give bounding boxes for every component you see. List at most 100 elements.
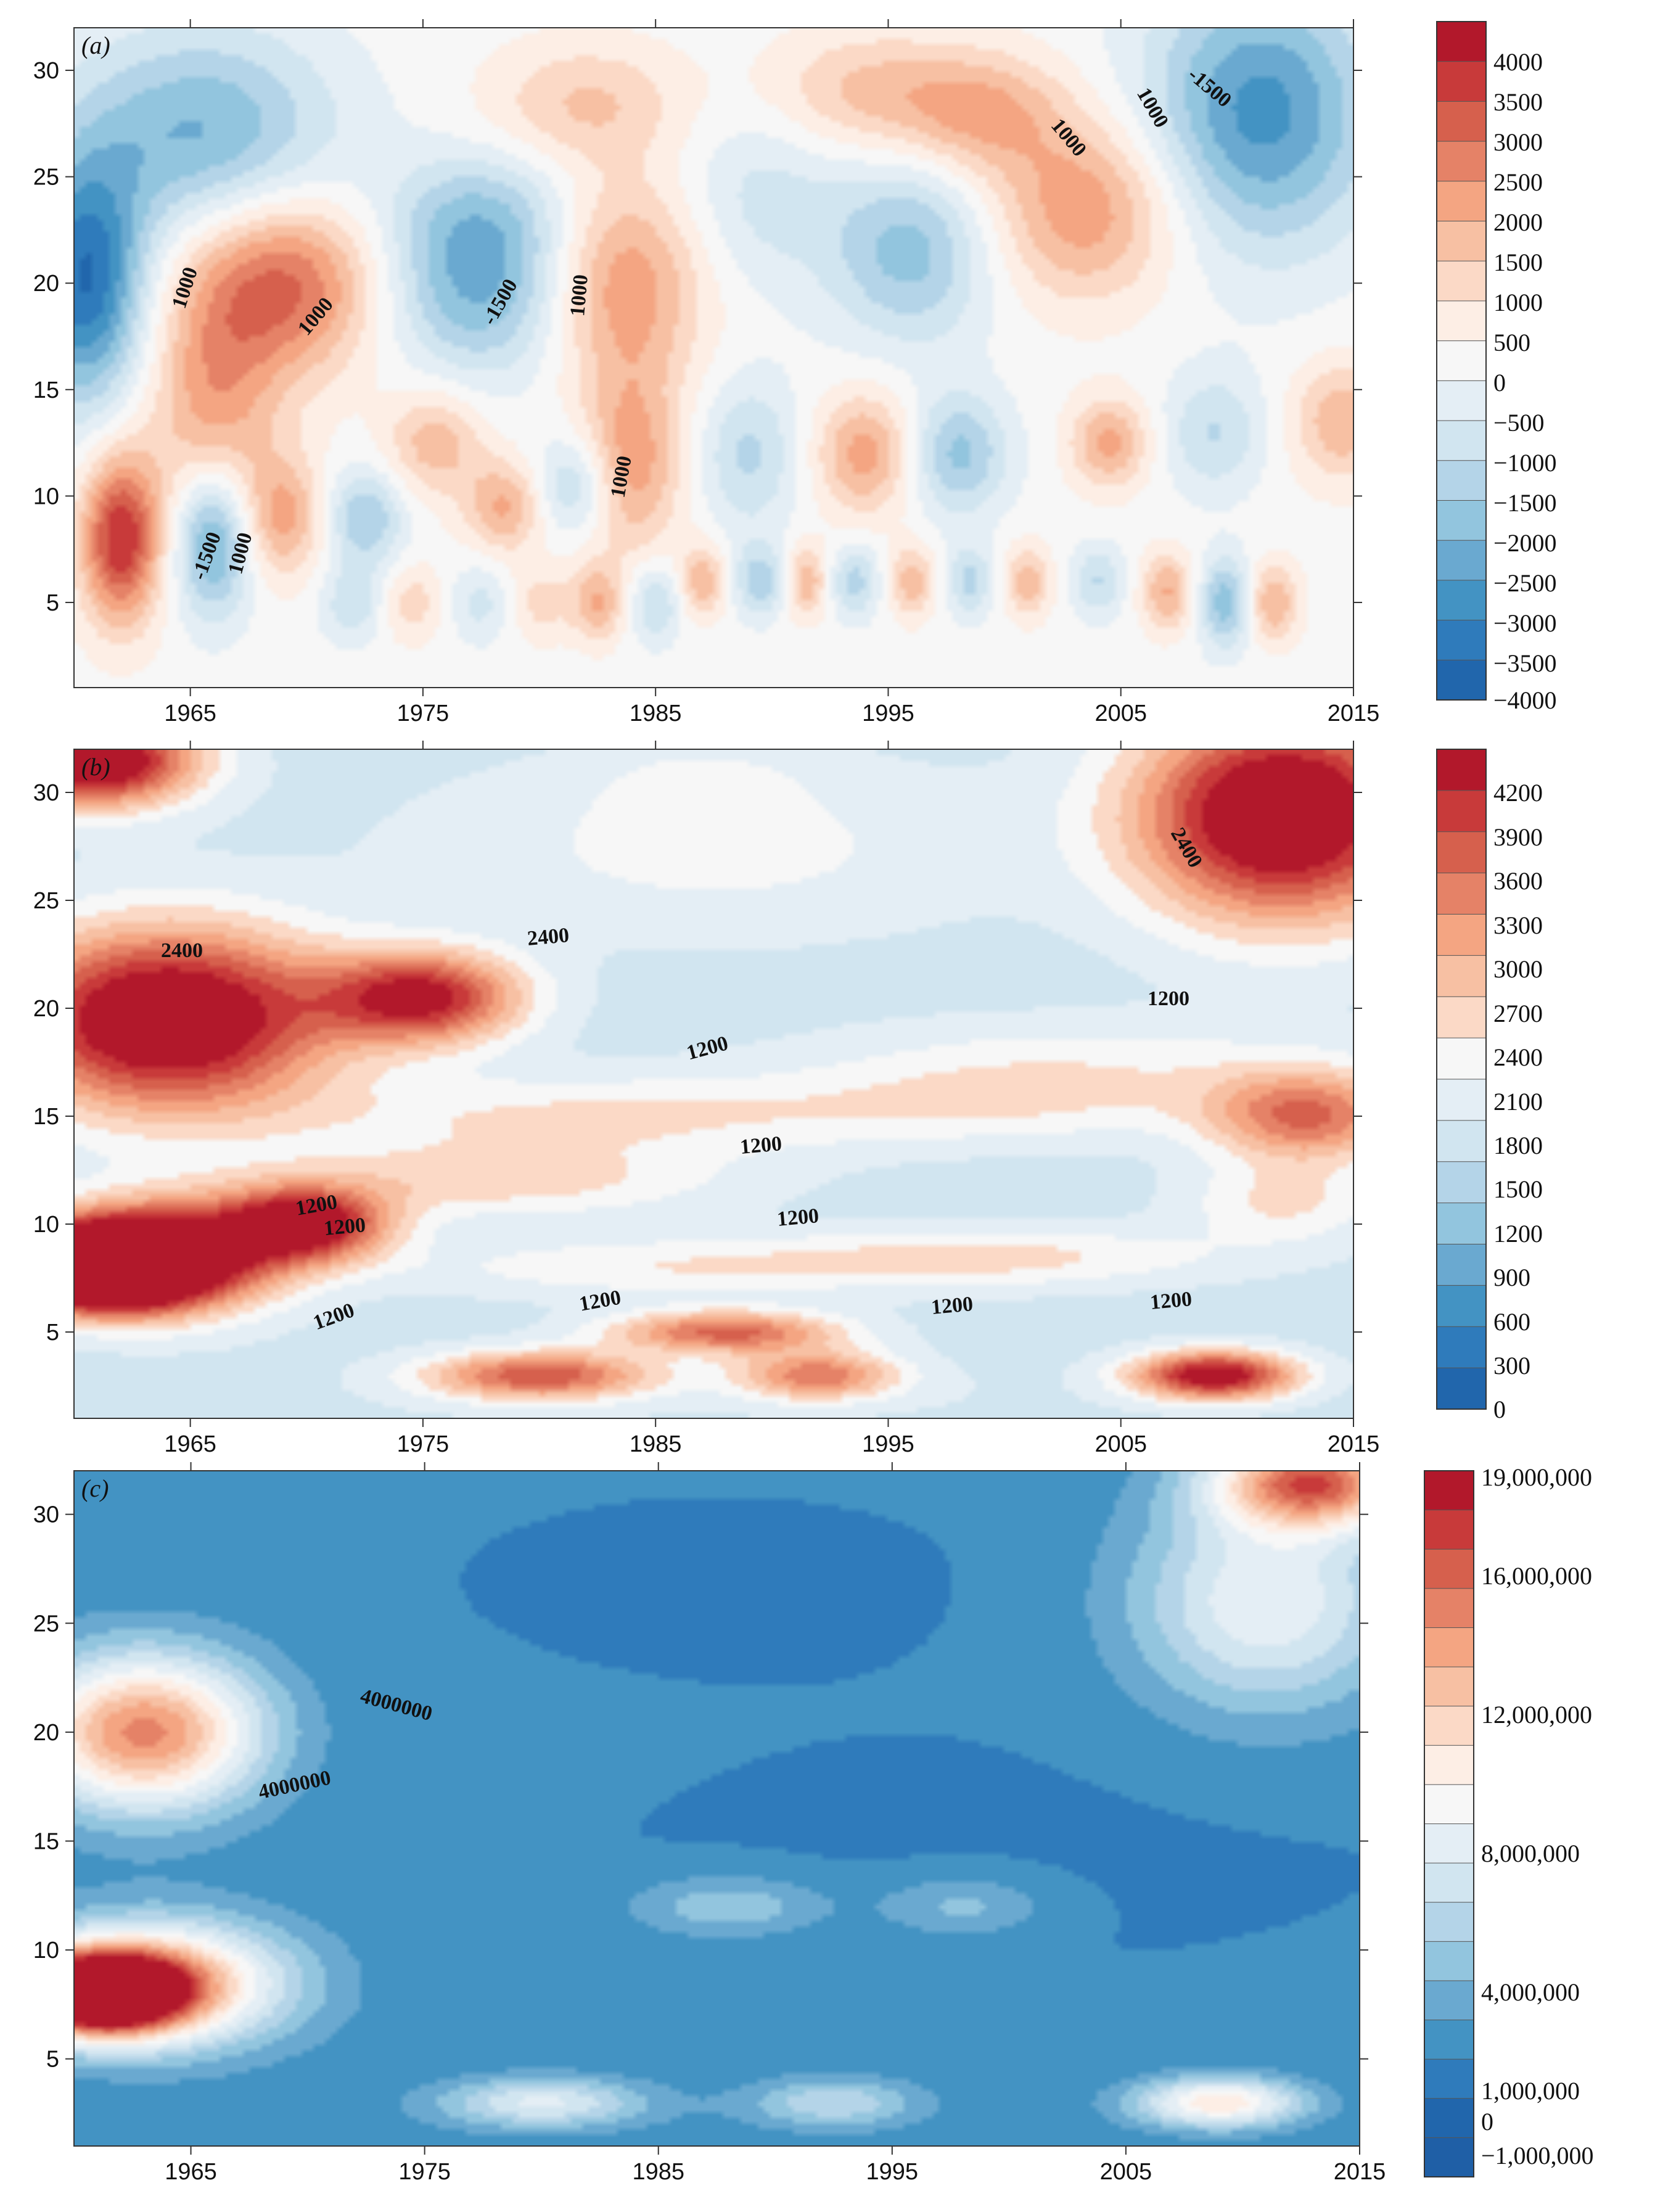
panel-c: 1965 1975 1985 1995 2005 2015 5 10 15 20 25 30 (c) 19… bbox=[33, 1462, 1594, 2185]
colorbar-swatch bbox=[1436, 620, 1487, 661]
colorbar-swatch bbox=[1436, 1120, 1487, 1162]
y-tick-label: 25 bbox=[33, 1611, 59, 1637]
colorbar-swatch bbox=[1424, 1745, 1474, 1785]
y-tick-label: 30 bbox=[33, 780, 59, 806]
plot-frame bbox=[73, 1470, 1360, 2147]
colorbar-tick-label: 2400 bbox=[1493, 1043, 1543, 1071]
y-tick-label: 10 bbox=[33, 483, 59, 509]
y-tick-label: 15 bbox=[33, 1828, 59, 1854]
y-tick-label: 5 bbox=[46, 2047, 59, 2073]
colorbar-swatch bbox=[1436, 1367, 1487, 1410]
y-tick-label: 25 bbox=[33, 888, 59, 914]
colorbar-swatch bbox=[1436, 141, 1487, 182]
colorbar-frame bbox=[1436, 21, 1487, 701]
colorbar-swatch bbox=[1436, 996, 1487, 1039]
colorbar-swatch bbox=[1424, 1784, 1474, 1825]
x-tick-label: 2015 bbox=[1334, 2159, 1386, 2185]
x-tick-label: 1975 bbox=[398, 2159, 451, 2185]
colorbar-tick-label: 3900 bbox=[1493, 823, 1543, 851]
contour-label: 1200 bbox=[1148, 987, 1189, 1010]
contour-label: 1200 bbox=[930, 1293, 974, 1319]
colorbar-swatch bbox=[1424, 1588, 1474, 1629]
y-tick-label: 15 bbox=[33, 1104, 59, 1130]
colorbar-swatch bbox=[1424, 1548, 1474, 1589]
colorbar-tick-label: −1000 bbox=[1493, 449, 1557, 477]
colorbar-tick-label: 1200 bbox=[1493, 1220, 1543, 1248]
colorbar-swatch bbox=[1424, 2098, 1474, 2139]
colorbar-swatch bbox=[1424, 2058, 1474, 2099]
colorbar-swatch bbox=[1436, 540, 1487, 581]
colorbar-tick-label: 300 bbox=[1493, 1352, 1530, 1379]
plot-frame bbox=[73, 27, 1354, 688]
colorbar-swatch bbox=[1424, 1902, 1474, 1943]
x-tick-label: 2005 bbox=[1094, 1431, 1147, 1457]
y-tick-label: 10 bbox=[33, 1212, 59, 1238]
x-tick-label: 2015 bbox=[1328, 701, 1380, 726]
colorbar-swatch bbox=[1436, 1203, 1487, 1245]
colorbar-tick-label: −2000 bbox=[1493, 529, 1557, 557]
x-tick-label: 2015 bbox=[1328, 1431, 1380, 1457]
x-tick-label: 1995 bbox=[862, 1431, 914, 1457]
colorbar-swatch bbox=[1424, 1627, 1474, 1668]
colorbar-swatch bbox=[1424, 2020, 1474, 2060]
y-tick-label: 20 bbox=[33, 1720, 59, 1746]
y-tick-label: 20 bbox=[33, 996, 59, 1022]
colorbar: 4000 3500 3000 2500 2000 1500 1000 500 0 −500 −100… bbox=[1436, 21, 1557, 714]
contour-label: 1000 bbox=[566, 274, 593, 318]
colorbar-swatch bbox=[1436, 914, 1487, 956]
colorbar-tick-label: 2000 bbox=[1493, 208, 1543, 236]
x-tick-label: 1995 bbox=[866, 2159, 919, 2185]
x-tick-label: 1985 bbox=[630, 1431, 682, 1457]
colorbar-swatch bbox=[1424, 1666, 1474, 1707]
colorbar-swatch bbox=[1436, 300, 1487, 342]
panel-label: (c) bbox=[81, 1474, 109, 1502]
heatmap-field bbox=[74, 28, 1353, 688]
colorbar-swatch bbox=[1436, 749, 1487, 791]
colorbar-tick-label: 0 bbox=[1493, 369, 1506, 397]
y-tick-label: 5 bbox=[46, 1320, 59, 1346]
colorbar-swatch bbox=[1436, 790, 1487, 833]
colorbar-tick-label: 2700 bbox=[1493, 1000, 1543, 1027]
contour-label: 1200 bbox=[739, 1132, 783, 1159]
colorbar-swatch bbox=[1424, 1470, 1474, 1511]
colorbar-swatch bbox=[1436, 955, 1487, 998]
x-tick-label: 1995 bbox=[862, 701, 914, 726]
colorbar-swatch bbox=[1436, 61, 1487, 102]
colorbar-tick-label: 2500 bbox=[1493, 168, 1543, 196]
colorbar-tick-label: 16,000,000 bbox=[1481, 1562, 1592, 1590]
colorbar-tick-label: 12,000,000 bbox=[1481, 1701, 1592, 1729]
contour-label: 1200 bbox=[323, 1214, 367, 1240]
colorbar-frame bbox=[1424, 1470, 1474, 2177]
colorbar-swatch bbox=[1436, 500, 1487, 541]
x-tick-label: 2005 bbox=[1094, 701, 1147, 726]
colorbar-swatch bbox=[1436, 873, 1487, 915]
colorbar-tick-label: 900 bbox=[1493, 1264, 1530, 1291]
colorbar-tick-label: 19,000,000 bbox=[1481, 1463, 1592, 1491]
colorbar-swatch bbox=[1424, 1823, 1474, 1864]
colorbar-swatch bbox=[1424, 2137, 1474, 2178]
colorbar-swatch bbox=[1436, 21, 1487, 62]
y-tick-label: 10 bbox=[33, 1938, 59, 1963]
colorbar-swatch bbox=[1436, 1326, 1487, 1369]
x-tick-label: 1965 bbox=[165, 2159, 217, 2185]
colorbar-tick-label: −3500 bbox=[1493, 649, 1557, 677]
x-tick-label: 1975 bbox=[397, 1431, 450, 1457]
y-tick-label: 25 bbox=[33, 165, 59, 191]
colorbar-frame bbox=[1436, 749, 1487, 1410]
x-tick-label: 1985 bbox=[632, 2159, 684, 2185]
panel-a: 1965 1975 1985 1995 2005 2015 5 10 15 20 25 30 (a) 40… bbox=[33, 19, 1557, 726]
x-tick-label: 1975 bbox=[397, 701, 450, 726]
colorbar-tick-label: 1500 bbox=[1493, 1175, 1543, 1203]
y-tick-label: 20 bbox=[33, 271, 59, 297]
colorbar-swatch bbox=[1424, 1941, 1474, 1981]
colorbar-tick-label: 1,000,000 bbox=[1481, 2077, 1580, 2105]
colorbar-swatch bbox=[1436, 101, 1487, 142]
colorbar-swatch bbox=[1436, 420, 1487, 461]
colorbar-swatch bbox=[1436, 831, 1487, 874]
colorbar-tick-label: 4200 bbox=[1493, 779, 1543, 807]
y-tick-label: 30 bbox=[33, 58, 59, 84]
colorbar-tick-label: 0 bbox=[1481, 2108, 1493, 2136]
contour-label: 2400 bbox=[527, 924, 570, 950]
panel-label: (b) bbox=[81, 753, 110, 781]
colorbar-swatch bbox=[1436, 1037, 1487, 1080]
